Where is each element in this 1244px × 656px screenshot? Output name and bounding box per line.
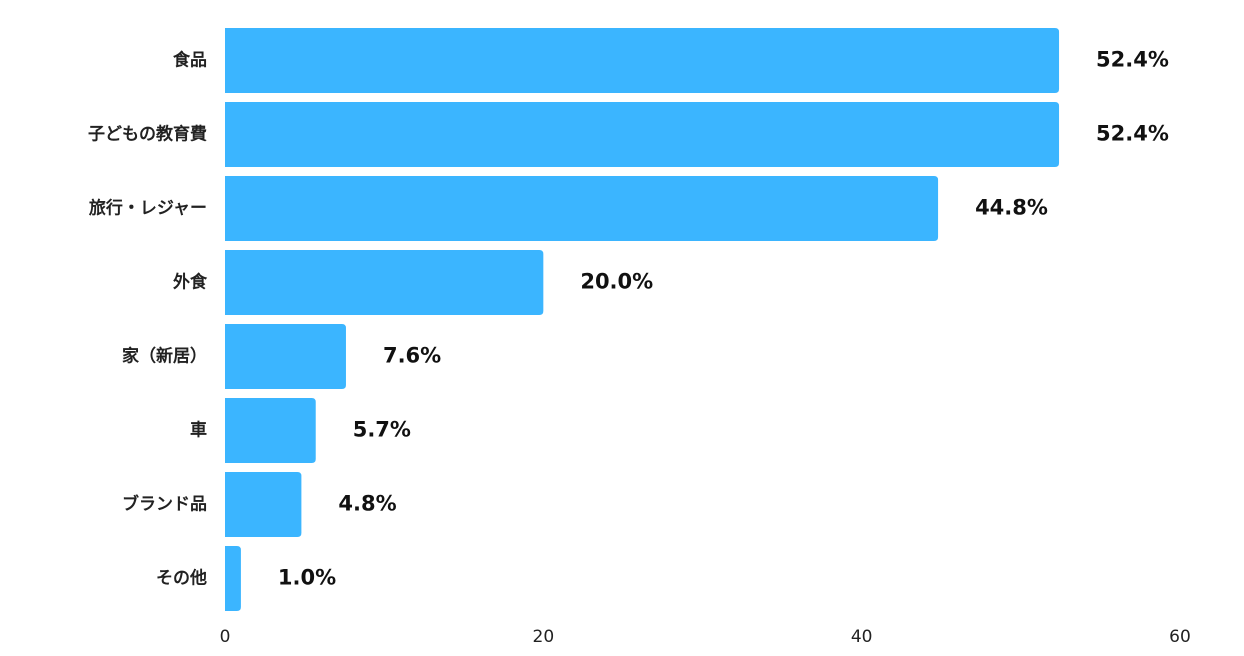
bar-4 <box>225 324 346 389</box>
category-label-5: 車 <box>190 420 207 441</box>
value-label-0: 52.4% <box>1096 48 1169 72</box>
bars-layer <box>225 28 1060 611</box>
category-label-6: ブランド品 <box>122 494 207 515</box>
bar-1 <box>225 102 1060 167</box>
value-label-1: 52.4% <box>1096 122 1169 146</box>
x-axis-ticks: 0 20 40 60 <box>220 627 1191 647</box>
category-label-3: 外食 <box>173 272 208 293</box>
value-label-5: 5.7% <box>353 418 411 442</box>
category-label-0: 食品 <box>173 50 207 71</box>
category-label-7: その他 <box>156 568 207 589</box>
value-label-3: 20.0% <box>580 270 653 294</box>
x-tick-label-1: 20 <box>533 627 555 647</box>
x-tick-label-3: 60 <box>1169 627 1191 647</box>
category-label-1: 子どもの教育費 <box>88 124 207 145</box>
category-label-4: 家（新居） <box>122 346 207 367</box>
value-label-4: 7.6% <box>383 344 441 368</box>
value-label-7: 1.0% <box>278 566 336 590</box>
bar-6 <box>225 472 302 537</box>
bar-7 <box>225 546 241 611</box>
bar-5 <box>225 398 316 463</box>
x-tick-label-2: 40 <box>851 627 873 647</box>
bar-3 <box>225 250 544 315</box>
category-label-2: 旅行・レジャー <box>89 198 207 219</box>
x-tick-label-0: 0 <box>220 627 231 647</box>
value-label-2: 44.8% <box>975 196 1048 220</box>
bar-2 <box>225 176 939 241</box>
value-label-6: 4.8% <box>338 492 396 516</box>
value-labels: 52.4% 52.4% 44.8% 20.0% 7.6% 5.7% 4.8% 1.0% <box>278 48 1169 590</box>
bar-0 <box>225 28 1060 93</box>
